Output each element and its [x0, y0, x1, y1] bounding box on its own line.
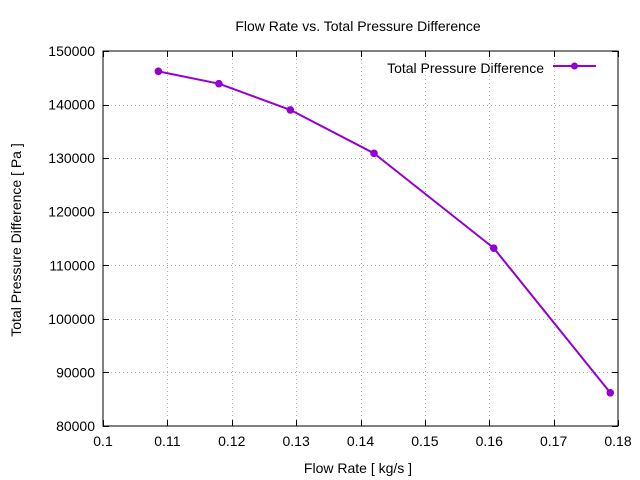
data-series	[154, 67, 615, 397]
y-tick-label: 150000	[48, 43, 95, 59]
legend-marker	[571, 62, 578, 70]
x-tick-label: 0.18	[604, 433, 631, 449]
y-tick-label: 90000	[56, 364, 95, 380]
data-point	[370, 149, 378, 158]
x-tick-label: 0.12	[218, 433, 245, 449]
x-tick-label: 0.13	[283, 433, 310, 449]
legend: Total Pressure Difference	[387, 60, 596, 76]
x-axis-label: Flow Rate [ kg/s ]	[304, 460, 412, 476]
chart-title: Flow Rate vs. Total Pressure Difference	[235, 18, 481, 34]
y-axis-label: Total Pressure Difference [ Pa ]	[8, 143, 24, 337]
data-point	[215, 79, 223, 88]
x-tick-label: 0.15	[411, 433, 438, 449]
data-point	[606, 388, 615, 397]
y-tick-label: 120000	[48, 204, 95, 220]
data-point	[286, 106, 295, 114]
y-tick-label: 110000	[49, 257, 95, 273]
series-line	[158, 70, 612, 394]
data-point	[489, 244, 498, 252]
y-tick-label: 80000	[56, 418, 95, 434]
y-axis-ticks: 80000 90000 100000 110000 120000 130000 140000…	[48, 43, 618, 434]
x-tick-label: 0.17	[540, 433, 567, 449]
x-axis-ticks: 0.1 0.11 0.12 0.13 0.14 0.15 0.16 0.17 0.18	[93, 51, 632, 449]
y-tick-label: 140000	[48, 97, 95, 113]
y-tick-label: 130000	[48, 150, 95, 166]
grid-lines	[103, 51, 618, 426]
legend-label: Total Pressure Difference	[387, 60, 544, 76]
data-point	[154, 67, 163, 76]
x-tick-label: 0.14	[347, 433, 374, 449]
plot-frame	[102, 50, 619, 427]
x-tick-label: 0.11	[154, 433, 180, 449]
x-tick-label: 0.16	[476, 433, 503, 449]
x-tick-label: 0.1	[93, 433, 113, 449]
y-tick-label: 100000	[48, 311, 95, 327]
